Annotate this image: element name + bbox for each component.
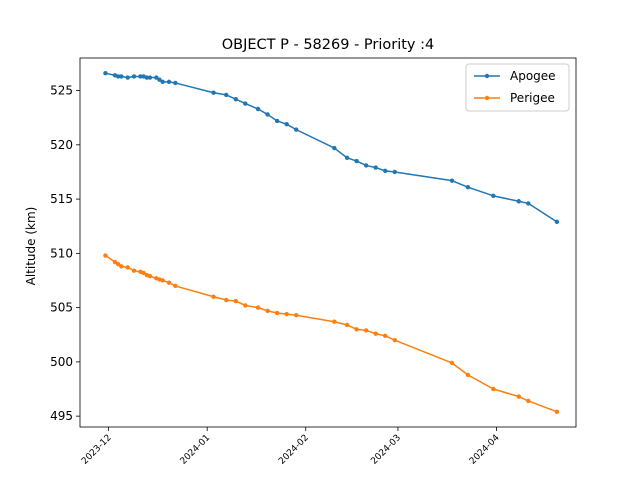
y-tick-label: 515 bbox=[50, 192, 73, 206]
perigee-point bbox=[294, 313, 299, 318]
apogee-point bbox=[383, 168, 388, 174]
apogee-point bbox=[144, 75, 149, 80]
apogee-point bbox=[526, 201, 531, 206]
perigee-point bbox=[344, 322, 350, 328]
series-perigee bbox=[103, 253, 560, 415]
apogee-point bbox=[554, 219, 560, 225]
perigee-point bbox=[274, 310, 280, 316]
apogee-point bbox=[224, 92, 229, 98]
apogee-point bbox=[166, 79, 172, 85]
perigee-point bbox=[147, 273, 153, 279]
perigee-point bbox=[233, 298, 238, 304]
apogee-point bbox=[491, 193, 496, 199]
perigee-point bbox=[131, 268, 137, 273]
y-tick-label: 505 bbox=[50, 301, 73, 315]
perigee-point bbox=[255, 305, 261, 310]
perigee-point bbox=[103, 253, 108, 258]
apogee-point bbox=[274, 118, 280, 124]
y-axis: 495 500 505 510 515 520 525 bbox=[50, 84, 80, 423]
legend-apogee-label: Apogee bbox=[510, 69, 556, 83]
perigee-point bbox=[211, 294, 216, 299]
y-tick-label: 510 bbox=[50, 246, 73, 260]
y-tick-label: 525 bbox=[50, 84, 73, 98]
apogee-point bbox=[138, 74, 143, 79]
perigee-point bbox=[449, 360, 455, 366]
apogee-point bbox=[115, 74, 121, 79]
apogee-point bbox=[173, 80, 178, 86]
apogee-point bbox=[516, 199, 521, 204]
perigee-point bbox=[491, 386, 496, 392]
perigee-point bbox=[115, 262, 121, 267]
perigee-point bbox=[243, 303, 248, 308]
perigee-point bbox=[119, 264, 124, 269]
apogee-point bbox=[363, 163, 369, 168]
perigee-point bbox=[173, 283, 178, 289]
apogee-point bbox=[157, 77, 162, 82]
perigee-point bbox=[516, 394, 521, 399]
apogee-point bbox=[354, 158, 359, 164]
series-apogee bbox=[103, 70, 560, 225]
plot-frame bbox=[79, 57, 577, 428]
apogee-point bbox=[392, 169, 397, 175]
apogee-point bbox=[265, 112, 270, 117]
perigee-point bbox=[363, 328, 369, 333]
perigee-point bbox=[166, 280, 172, 285]
apogee-point bbox=[284, 122, 289, 127]
perigee-point bbox=[284, 311, 289, 317]
apogee-point bbox=[125, 75, 130, 80]
apogee-point bbox=[211, 90, 216, 95]
apogee-point bbox=[103, 70, 108, 76]
perigee-point bbox=[373, 331, 378, 336]
perigee-point bbox=[125, 265, 130, 270]
perigee-point bbox=[383, 333, 388, 339]
legend-perigee-label: Perigee bbox=[510, 91, 555, 105]
chart-title: OBJECT P - 58269 - Priority :4 bbox=[222, 37, 435, 53]
perigee-point bbox=[392, 337, 397, 343]
apogee-point bbox=[449, 178, 455, 183]
apogee-point bbox=[332, 145, 337, 151]
perigee-point bbox=[141, 270, 146, 276]
perigee-point bbox=[332, 319, 337, 324]
apogee-point bbox=[243, 101, 248, 106]
apogee-point bbox=[119, 74, 124, 79]
perigee-point bbox=[224, 297, 229, 303]
apogee-point bbox=[294, 127, 299, 132]
y-tick-label: 500 bbox=[50, 355, 73, 369]
y-axis-label: Altitude (km) bbox=[24, 207, 38, 286]
legend-apogee-marker bbox=[484, 73, 490, 79]
y-tick-label: 520 bbox=[50, 138, 73, 152]
apogee-point bbox=[154, 75, 159, 80]
apogee-point bbox=[344, 155, 350, 161]
legend: Apogee Perigee bbox=[465, 63, 570, 112]
series-layer bbox=[103, 70, 560, 415]
apogee-point bbox=[131, 74, 137, 79]
perigee-point bbox=[265, 308, 270, 314]
apogee-point bbox=[373, 165, 378, 170]
apogee-point bbox=[255, 106, 261, 112]
y-tick-label: 495 bbox=[50, 409, 73, 423]
perigee-point bbox=[526, 398, 531, 404]
perigee-point bbox=[160, 278, 165, 283]
perigee-point bbox=[465, 372, 471, 378]
perigee-point bbox=[554, 409, 560, 415]
apogee-point bbox=[465, 184, 471, 190]
apogee-point bbox=[147, 75, 153, 80]
perigee-point bbox=[354, 327, 359, 332]
legend-perigee-marker bbox=[484, 95, 490, 101]
perigee-point bbox=[112, 259, 118, 265]
apogee-point bbox=[233, 97, 238, 102]
apogee-point bbox=[160, 79, 165, 85]
